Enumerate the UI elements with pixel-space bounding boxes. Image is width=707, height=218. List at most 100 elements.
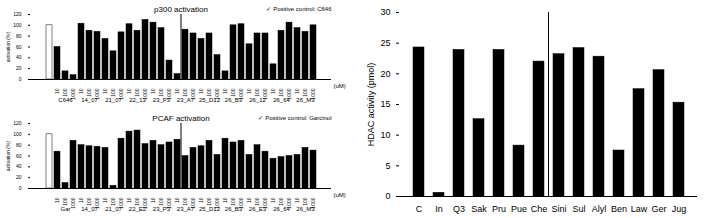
svg-text:100: 100 [254, 197, 260, 206]
svg-text:60: 60 [16, 153, 22, 159]
svg-text:Sul: Sul [572, 204, 585, 214]
svg-text:10: 10 [102, 88, 108, 94]
svg-text:80: 80 [16, 142, 22, 148]
svg-text:100: 100 [254, 88, 260, 97]
svg-text:120: 120 [13, 120, 22, 126]
svg-text:1000: 1000 [286, 197, 292, 208]
svg-text:Ben: Ben [611, 204, 627, 214]
svg-text:100: 100 [206, 88, 212, 97]
svg-text:10: 10 [246, 88, 252, 94]
svg-text:10: 10 [198, 197, 204, 203]
svg-text:20: 20 [16, 174, 22, 180]
svg-text:10: 10 [270, 88, 276, 94]
svg-text:1000: 1000 [262, 88, 268, 99]
svg-text:60: 60 [16, 44, 22, 50]
svg-text:Jug: Jug [672, 204, 687, 214]
svg-text:1000: 1000 [238, 197, 244, 208]
svg-text:1000: 1000 [94, 88, 100, 99]
svg-text:20: 20 [380, 69, 390, 79]
svg-text:100: 100 [134, 88, 140, 97]
svg-text:100: 100 [302, 88, 308, 97]
svg-text:10: 10 [294, 197, 300, 203]
svg-text:Ger: Ger [651, 204, 666, 214]
svg-text:10: 10 [150, 88, 156, 94]
svg-text:20: 20 [16, 65, 22, 71]
svg-text:1000: 1000 [142, 197, 148, 208]
svg-text:Sak: Sak [471, 204, 487, 214]
svg-text:✓ Positive control: Garcinol: ✓ Positive control: Garcinol [258, 115, 331, 121]
svg-text:C: C [416, 204, 423, 214]
svg-text:1000: 1000 [214, 88, 220, 99]
svg-text:activation (%): activation (%) [5, 141, 11, 172]
svg-text:40: 40 [16, 54, 22, 60]
svg-text:1000: 1000 [238, 88, 244, 99]
svg-text:100: 100 [13, 131, 22, 137]
svg-text:(uM): (uM) [334, 192, 346, 198]
svg-text:Pue: Pue [511, 204, 527, 214]
svg-text:1000: 1000 [94, 197, 100, 208]
svg-text:10: 10 [222, 88, 228, 94]
svg-text:Pru: Pru [492, 204, 506, 214]
svg-text:10: 10 [270, 197, 276, 203]
svg-text:100: 100 [182, 88, 188, 97]
svg-text:25: 25 [380, 38, 390, 48]
svg-text:1000: 1000 [190, 88, 196, 99]
svg-text:1000: 1000 [190, 197, 196, 208]
svg-text:100: 100 [278, 88, 284, 97]
svg-text:activation (%): activation (%) [5, 32, 11, 63]
svg-text:100: 100 [86, 88, 92, 97]
svg-text:10: 10 [174, 88, 180, 94]
svg-text:30: 30 [380, 7, 390, 17]
svg-text:100: 100 [230, 88, 236, 97]
svg-text:10: 10 [380, 130, 390, 140]
svg-text:100: 100 [134, 197, 140, 206]
svg-text:1000: 1000 [70, 88, 76, 99]
svg-text:10: 10 [126, 197, 132, 203]
svg-text:10: 10 [174, 197, 180, 203]
svg-text:Che: Che [531, 204, 548, 214]
svg-text:10: 10 [78, 197, 84, 203]
svg-text:1000: 1000 [286, 88, 292, 99]
svg-text:1000: 1000 [118, 88, 124, 99]
svg-text:1000: 1000 [310, 197, 316, 208]
svg-text:1000: 1000 [166, 197, 172, 208]
svg-text:100: 100 [13, 22, 22, 28]
svg-text:10: 10 [78, 88, 84, 94]
svg-text:10: 10 [54, 197, 60, 203]
svg-text:1000: 1000 [142, 88, 148, 99]
svg-text:0: 0 [19, 76, 22, 82]
svg-text:100: 100 [278, 197, 284, 206]
svg-text:100: 100 [110, 88, 116, 97]
svg-text:1000: 1000 [118, 197, 124, 208]
svg-text:120: 120 [13, 11, 22, 17]
svg-text:10: 10 [294, 88, 300, 94]
svg-text:10: 10 [102, 197, 108, 203]
svg-text:5: 5 [385, 161, 390, 171]
svg-text:Sini: Sini [551, 204, 566, 214]
svg-text:1000: 1000 [166, 88, 172, 99]
svg-text:10: 10 [54, 88, 60, 94]
svg-text:1000: 1000 [310, 88, 316, 99]
svg-text:PCAF activation: PCAF activation [152, 114, 209, 123]
svg-text:1000: 1000 [262, 197, 268, 208]
svg-text:1000: 1000 [70, 197, 76, 208]
svg-text:0: 0 [385, 191, 390, 201]
svg-text:100: 100 [302, 197, 308, 206]
svg-text:(uM): (uM) [334, 83, 346, 89]
svg-text:HDAC activity (pmol): HDAC activity (pmol) [366, 63, 376, 147]
svg-text:100: 100 [62, 88, 68, 97]
svg-text:Alyl: Alyl [592, 204, 607, 214]
svg-text:Law: Law [631, 204, 648, 214]
svg-text:1000: 1000 [214, 197, 220, 208]
svg-text:✓ Positive control: C646: ✓ Positive control: C646 [266, 6, 332, 12]
svg-text:In: In [435, 204, 443, 214]
svg-text:10: 10 [246, 197, 252, 203]
svg-text:100: 100 [182, 197, 188, 206]
svg-text:100: 100 [62, 197, 68, 206]
svg-text:Q3: Q3 [453, 204, 465, 214]
svg-text:100: 100 [206, 197, 212, 206]
svg-text:100: 100 [158, 197, 164, 206]
svg-text:10: 10 [198, 88, 204, 94]
svg-text:10: 10 [126, 88, 132, 94]
svg-text:100: 100 [158, 88, 164, 97]
